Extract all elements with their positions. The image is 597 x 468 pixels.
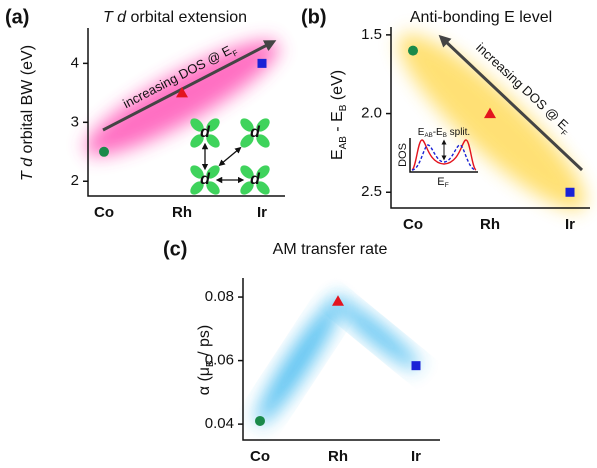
orbital-lobe bbox=[256, 181, 270, 195]
rich-text: T d orbital BW (eV) bbox=[19, 45, 36, 181]
point bbox=[565, 187, 575, 197]
orbital-lobe bbox=[206, 134, 220, 148]
text-part: (eV) bbox=[329, 70, 346, 105]
rich-text: EAB-EB split. bbox=[418, 127, 470, 140]
text-part: orbital BW (eV) bbox=[19, 45, 36, 158]
y-tick-label: 0.08 bbox=[205, 288, 234, 305]
y-tick-label: 0.04 bbox=[205, 415, 234, 432]
point bbox=[332, 295, 344, 306]
orbital-lobe bbox=[256, 118, 270, 132]
rich-text: AM transfer rate bbox=[273, 241, 388, 258]
text-part: -E bbox=[433, 127, 443, 138]
point bbox=[408, 45, 418, 56]
text-part: AB bbox=[338, 136, 349, 150]
orbital-lobe bbox=[190, 165, 204, 179]
x-tick-label: Ir bbox=[411, 448, 421, 465]
x-tick-label: Rh bbox=[328, 448, 348, 465]
trend-arrow bbox=[438, 34, 584, 172]
x-tick-label: Ir bbox=[565, 216, 575, 233]
orbital-lobe bbox=[256, 165, 270, 179]
orbital-label: d bbox=[250, 124, 261, 141]
text-part: B bbox=[338, 104, 349, 111]
orbital-lobe bbox=[206, 118, 220, 132]
x-tick-label: Rh bbox=[480, 216, 500, 233]
bands bbox=[85, 33, 586, 425]
inset-ylabel: DOS bbox=[397, 143, 409, 167]
text-part: F bbox=[559, 128, 569, 138]
y-tick-label: 0.06 bbox=[205, 352, 234, 369]
dos-inset bbox=[409, 138, 478, 173]
text-part: AB bbox=[424, 132, 432, 139]
text-part: T d bbox=[19, 157, 36, 181]
rich-text: T d orbital extension bbox=[103, 9, 247, 26]
y-tick-label: 3 bbox=[71, 113, 79, 130]
y-tick-label: 2 bbox=[71, 172, 79, 189]
axis bbox=[242, 278, 440, 441]
orbital-lobe bbox=[240, 134, 254, 148]
y-tick-label: 1.5 bbox=[361, 26, 382, 43]
rich-text: Anti-bonding E level bbox=[410, 9, 552, 26]
x-tick-label: Co bbox=[403, 216, 423, 233]
orbital-lobe bbox=[190, 134, 204, 148]
orbital-lobe bbox=[190, 181, 204, 195]
x-tick-label: Co bbox=[94, 204, 114, 221]
orbital-lobe bbox=[240, 118, 254, 132]
text-part: F bbox=[445, 182, 449, 189]
trend-arrow bbox=[102, 40, 277, 132]
point bbox=[176, 86, 188, 98]
axis bbox=[390, 27, 590, 209]
rich-text: α (μB / ps) bbox=[196, 325, 216, 395]
text-part: α (μ bbox=[196, 367, 213, 395]
orbital-label: d bbox=[250, 171, 261, 188]
text-part: E bbox=[437, 176, 444, 188]
orbital-inset: d d d d bbox=[190, 118, 270, 195]
orbital-lobe bbox=[240, 181, 254, 195]
x-tick-label: Rh bbox=[172, 204, 192, 221]
text-part: / ps) bbox=[196, 325, 213, 361]
orbital-lobe bbox=[240, 165, 254, 179]
text-part: AM transfer rate bbox=[273, 241, 388, 258]
point bbox=[411, 361, 421, 371]
y-tick-label: 4 bbox=[71, 54, 79, 71]
orbital-label: d bbox=[200, 171, 211, 188]
text-part: F bbox=[231, 48, 240, 58]
point bbox=[484, 107, 496, 119]
text-part: split. bbox=[447, 127, 470, 138]
orbital-lobe bbox=[206, 181, 220, 195]
orbital-lobe bbox=[206, 165, 220, 179]
point bbox=[255, 415, 265, 426]
orbital-label: d bbox=[200, 124, 211, 141]
text-part: Anti-bonding E level bbox=[410, 9, 552, 26]
y-tick-label: 2.5 bbox=[361, 183, 382, 200]
text-part: - E bbox=[329, 111, 346, 136]
text-part: B bbox=[443, 132, 447, 139]
orbital-lobe bbox=[190, 118, 204, 132]
axis bbox=[87, 28, 285, 197]
text-part: T d bbox=[103, 9, 127, 26]
text-part: B bbox=[205, 360, 216, 367]
panel-label: (a) bbox=[5, 6, 29, 28]
text-part: E bbox=[418, 127, 425, 138]
x-tick-label: Ir bbox=[257, 204, 267, 221]
y-tick-label: 2.0 bbox=[361, 105, 382, 122]
point bbox=[257, 58, 267, 68]
orbital-lobe bbox=[256, 134, 270, 148]
panel-label: (b) bbox=[301, 6, 327, 28]
x-tick-label: Co bbox=[250, 448, 270, 465]
text-part: orbital extension bbox=[126, 9, 247, 26]
text-part: E bbox=[329, 149, 346, 160]
rich-text: EAB - EB (eV) bbox=[329, 70, 349, 160]
panel-label: (c) bbox=[163, 238, 187, 260]
point bbox=[99, 146, 109, 157]
rich-text: EF bbox=[437, 176, 449, 189]
